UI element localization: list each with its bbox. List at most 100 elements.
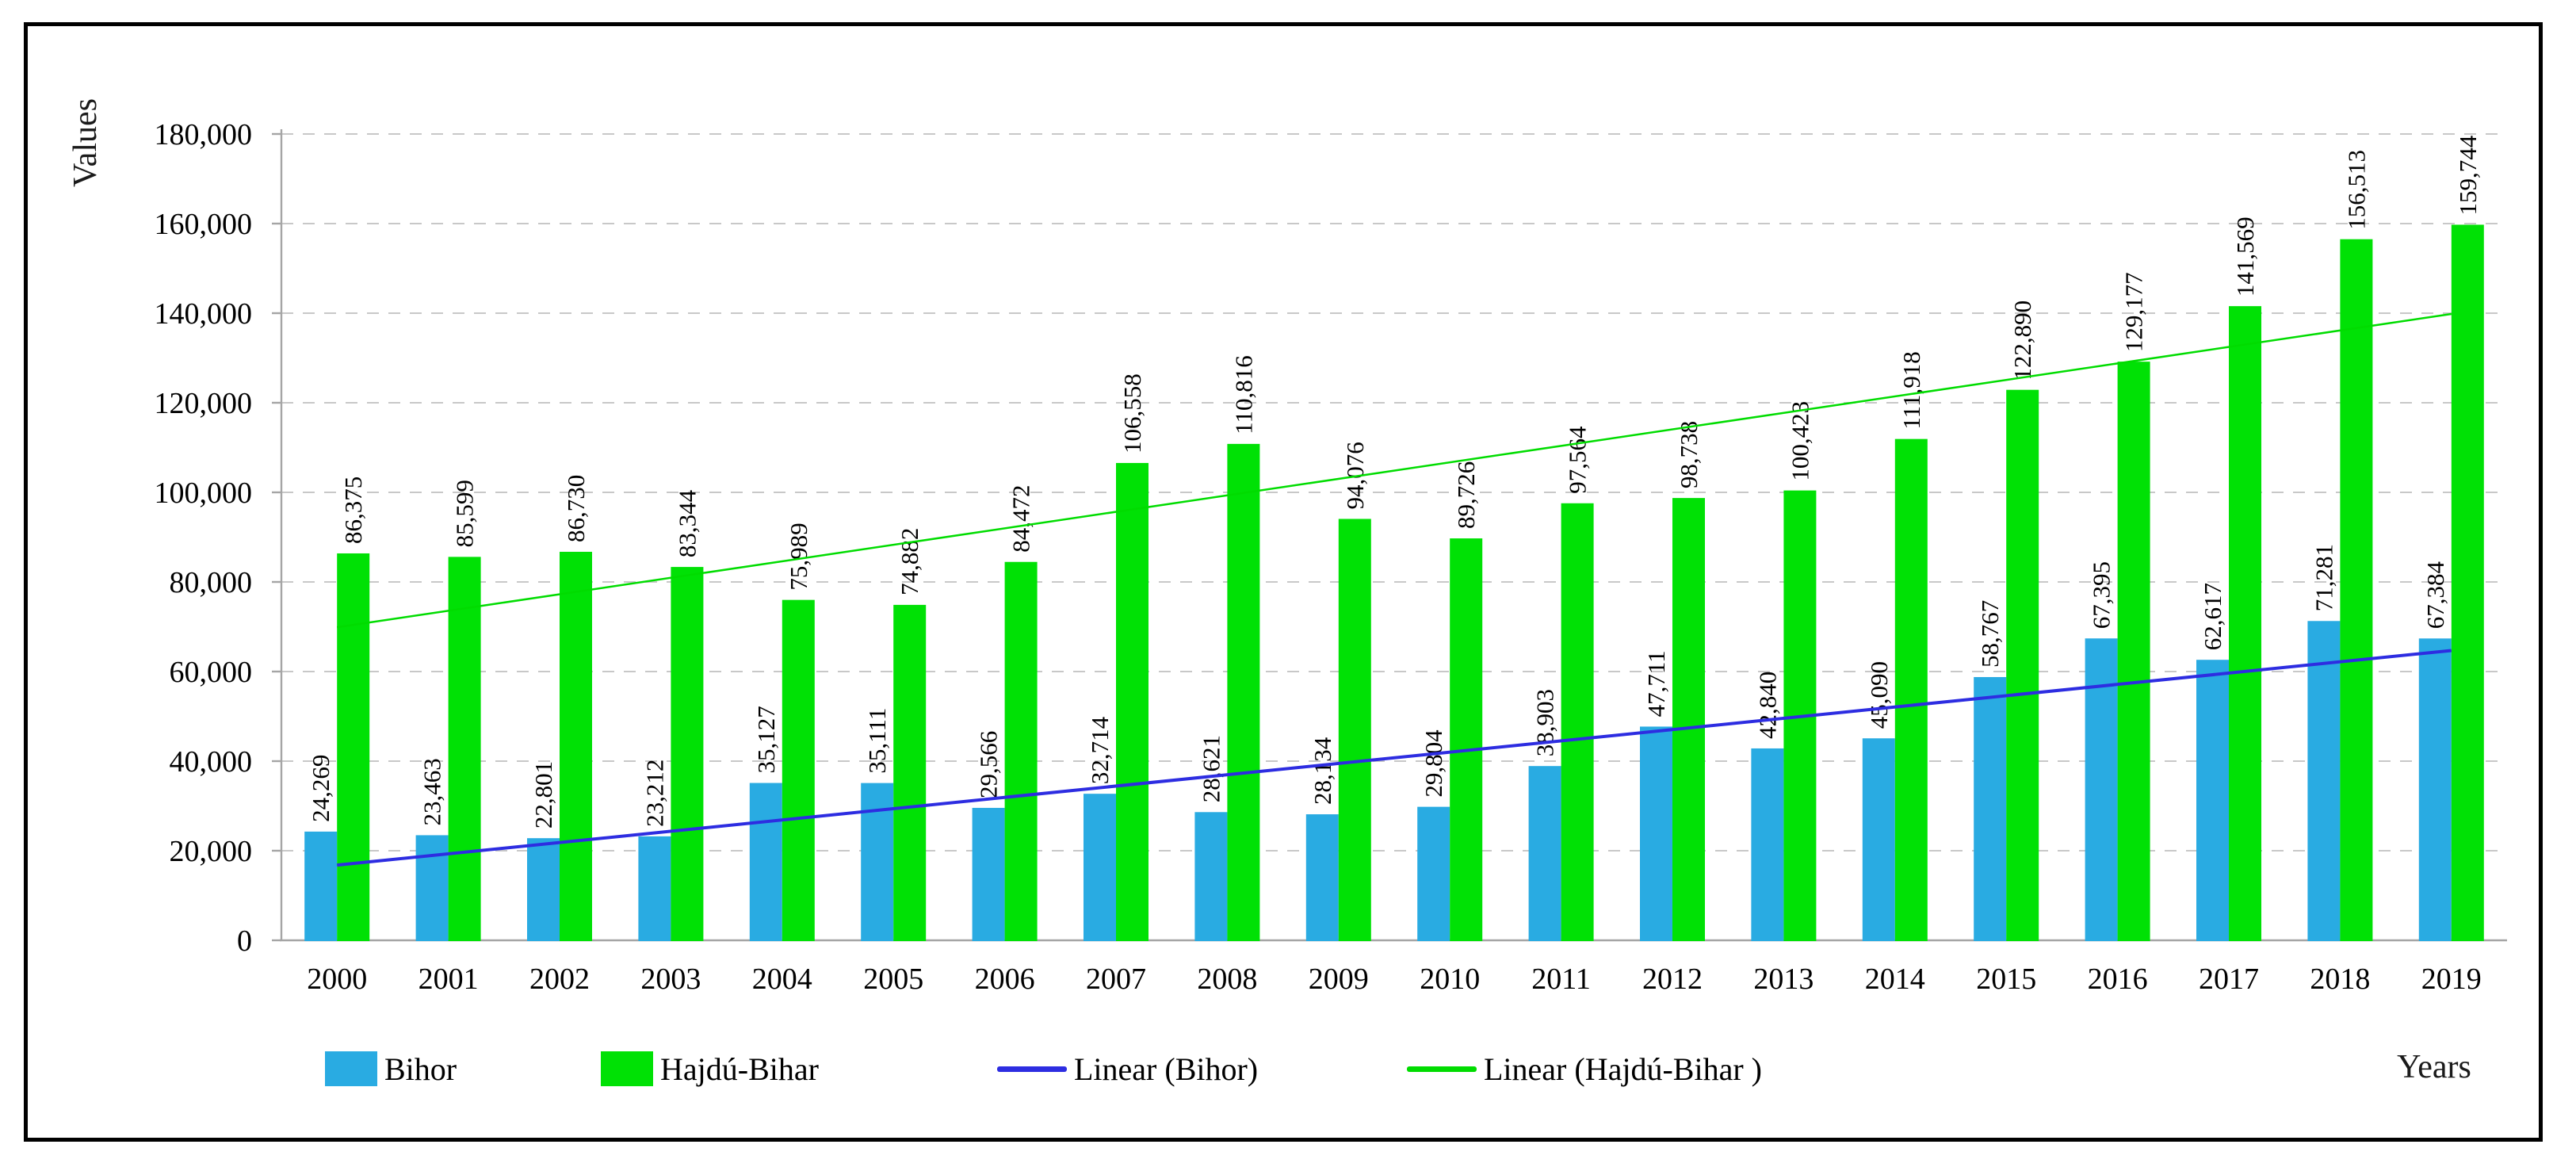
bar-value-label-bihor-2008: 28,621 — [1197, 735, 1225, 802]
x-tick-label-2011: 2011 — [1531, 963, 1591, 996]
bar-value-label-bihor-2004: 35,127 — [752, 706, 780, 773]
bar-hajd-bihar-2000 — [337, 553, 370, 941]
bar-hajd-bihar-2009 — [1338, 519, 1371, 941]
x-tick-label-2013: 2013 — [1753, 963, 1814, 996]
bar-bihor-2011 — [1528, 766, 1561, 941]
trendline-bihor — [336, 649, 2452, 867]
legend-label-linear-hajdu-bihar: Linear (Hajdú-Bihar ) — [1484, 1051, 1762, 1087]
y-tick-label-80000: 80,000 — [170, 566, 253, 599]
bar-value-label-hajd-bihar-2008: 110,816 — [1229, 355, 1257, 434]
legend-item-linear-hajdu-bihar: Linear (Hajdú-Bihar ) — [1407, 1045, 1762, 1093]
x-tick-label-2019: 2019 — [2421, 963, 2482, 996]
bar-bihor-2007 — [1084, 794, 1116, 941]
bar-hajd-bihar-2010 — [1450, 538, 1483, 941]
bar-bihor-2005 — [861, 783, 894, 941]
bar-bihor-2002 — [527, 838, 560, 941]
bar-value-label-bihor-2001: 23,463 — [419, 758, 446, 825]
x-tick-label-2004: 2004 — [752, 963, 812, 996]
bar-bihor-2004 — [749, 783, 782, 941]
legend-label-hajdu-bihar: Hajdú-Bihar — [660, 1051, 819, 1087]
bar-hajd-bihar-2007 — [1116, 462, 1148, 941]
bar-value-label-hajd-bihar-2013: 100,423 — [1786, 401, 1814, 481]
linear-hajdu-bihar-line-swatch — [1407, 1066, 1477, 1072]
bar-value-label-hajd-bihar-2015: 122,890 — [2008, 300, 2036, 381]
legend-item-bihor: Bihor — [325, 1045, 457, 1093]
bar-value-label-bihor-2013: 42,840 — [1753, 672, 1781, 739]
bar-hajd-bihar-2016 — [2117, 362, 2150, 941]
bar-value-label-bihor-2003: 23,212 — [640, 760, 668, 827]
bar-hajd-bihar-2004 — [782, 599, 815, 941]
x-tick-label-2009: 2009 — [1309, 963, 1369, 996]
x-tick-label-2012: 2012 — [1642, 963, 1703, 996]
y-tick-label-180000: 180,000 — [155, 118, 253, 151]
bar-value-label-hajd-bihar-2012: 98,738 — [1675, 421, 1703, 488]
x-tick-label-2002: 2002 — [529, 963, 590, 996]
bar-bihor-2000 — [304, 831, 338, 941]
bar-value-label-bihor-2018: 71,281 — [2310, 544, 2337, 611]
bar-value-label-hajd-bihar-2016: 129,177 — [2120, 272, 2148, 352]
bar-value-label-bihor-2005: 35,111 — [863, 708, 891, 774]
x-tick-label-2005: 2005 — [863, 963, 923, 996]
bar-value-label-bihor-2007: 32,714 — [1086, 716, 1114, 784]
bar-value-label-bihor-2011: 38,903 — [1531, 689, 1559, 756]
x-tick-label-2000: 2000 — [307, 963, 367, 996]
bar-hajd-bihar-2005 — [893, 604, 927, 941]
bar-value-label-bihor-2015: 58,767 — [1976, 600, 2004, 668]
bar-hajd-bihar-2017 — [2229, 306, 2261, 942]
bar-value-label-hajd-bihar-2014: 111,918 — [1898, 351, 1925, 429]
bar-value-label-bihor-2016: 67,395 — [2088, 561, 2115, 629]
bar-value-label-hajd-bihar-2018: 156,513 — [2342, 150, 2370, 230]
bar-bihor-2018 — [2307, 621, 2341, 941]
bar-hajd-bihar-2008 — [1227, 443, 1260, 941]
bar-value-label-bihor-2010: 29,804 — [1420, 729, 1447, 798]
bihor-series-swatch — [325, 1051, 377, 1086]
bar-value-label-bihor-2014: 45,090 — [1865, 661, 1893, 729]
bar-value-label-bihor-2019: 67,384 — [2421, 561, 2449, 630]
bar-value-label-hajd-bihar-2006: 84,472 — [1007, 484, 1035, 552]
bar-value-label-hajd-bihar-2010: 89,726 — [1452, 461, 1480, 529]
bar-bihor-2014 — [1862, 738, 1895, 941]
bar-hajd-bihar-2006 — [1004, 561, 1038, 941]
x-tick-label-2008: 2008 — [1197, 963, 1257, 996]
linear-bihor-line-swatch — [997, 1066, 1067, 1072]
x-tick-label-2006: 2006 — [975, 963, 1035, 996]
bar-bihor-2013 — [1751, 748, 1784, 941]
trendline-hajd-bihar — [337, 312, 2452, 629]
x-tick-label-2017: 2017 — [2199, 963, 2259, 996]
bar-value-label-bihor-2017: 62,617 — [2199, 583, 2226, 650]
legend-item-hajdu-bihar: Hajdú-Bihar — [601, 1045, 819, 1093]
y-tick-label-20000: 20,000 — [170, 835, 253, 868]
bar-hajd-bihar-2011 — [1561, 503, 1594, 941]
bar-hajd-bihar-2002 — [560, 551, 592, 941]
bar-bihor-2001 — [415, 835, 449, 941]
bar-hajd-bihar-2001 — [448, 557, 481, 941]
legend-item-linear-bihor: Linear (Bihor) — [997, 1045, 1258, 1093]
legend-label-linear-bihor: Linear (Bihor) — [1074, 1051, 1259, 1087]
legend-label-bihor: Bihor — [384, 1051, 457, 1087]
bar-hajd-bihar-2015 — [2006, 389, 2039, 941]
bar-value-label-bihor-2009: 28,134 — [1309, 737, 1336, 805]
bar-hajd-bihar-2014 — [1894, 438, 1928, 941]
bar-bihor-2017 — [2196, 660, 2229, 941]
x-tick-label-2010: 2010 — [1420, 963, 1480, 996]
y-tick-label-160000: 160,000 — [155, 208, 253, 241]
bar-value-label-hajd-bihar-2017: 141,569 — [2231, 216, 2259, 297]
bar-value-label-hajd-bihar-2000: 86,375 — [339, 477, 367, 544]
bar-value-label-hajd-bihar-2019: 159,744 — [2454, 135, 2482, 215]
bar-hajd-bihar-2012 — [1672, 498, 1705, 941]
x-axis-title: Years — [2397, 1049, 2471, 1085]
bar-value-label-hajd-bihar-2003: 83,344 — [673, 489, 701, 557]
x-tick-label-2014: 2014 — [1865, 963, 1925, 996]
bar-value-label-hajd-bihar-2011: 97,564 — [1564, 426, 1592, 494]
bar-bihor-2008 — [1194, 812, 1228, 941]
x-tick-label-2015: 2015 — [1976, 963, 2036, 996]
bar-bihor-2016 — [2085, 638, 2118, 941]
y-tick-label-0: 0 — [237, 924, 252, 958]
x-tick-label-2016: 2016 — [2088, 963, 2148, 996]
bar-value-label-bihor-2012: 47,711 — [1642, 650, 1670, 717]
bar-value-label-hajd-bihar-2005: 74,882 — [896, 528, 923, 595]
bar-hajd-bihar-2019 — [2451, 224, 2484, 941]
bar-value-label-hajd-bihar-2001: 85,599 — [451, 480, 479, 547]
y-tick-label-120000: 120,000 — [155, 387, 253, 420]
